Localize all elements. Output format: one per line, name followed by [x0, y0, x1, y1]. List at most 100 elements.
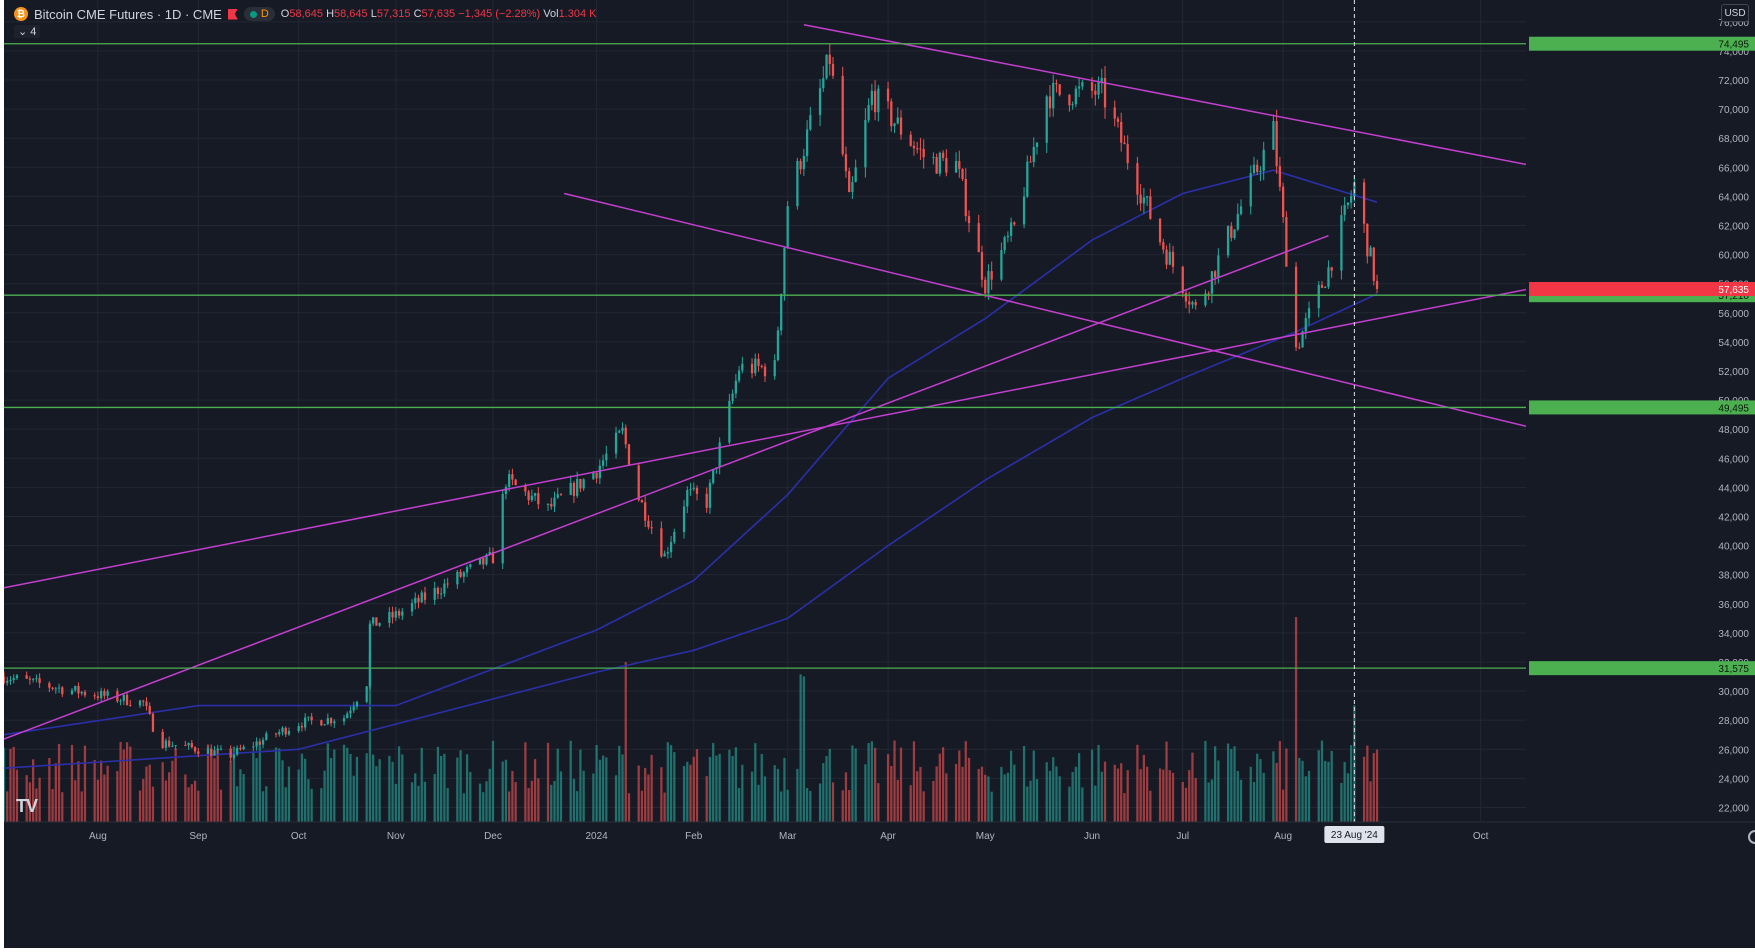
candle-body — [682, 506, 686, 532]
candle-body — [1324, 286, 1327, 288]
candle — [423, 586, 427, 605]
candle — [106, 689, 109, 700]
candle — [805, 120, 809, 162]
volume-bar — [912, 741, 916, 822]
indicators-toggle[interactable]: ⌄ 4 — [14, 25, 41, 38]
tradingview-logo[interactable]: TV — [16, 796, 38, 816]
volume-bar — [440, 755, 443, 822]
candle-body — [193, 747, 197, 752]
candle — [893, 122, 896, 134]
volume-bar — [4, 748, 6, 822]
chart-panel[interactable]: 22,00024,00026,00028,00030,00032,00034,0… — [4, 0, 1755, 948]
candle-body — [346, 713, 349, 719]
volume-bar — [423, 781, 427, 822]
candle-body — [524, 485, 527, 492]
candle — [647, 515, 650, 530]
candle — [556, 487, 559, 500]
candle — [6, 676, 9, 686]
volume-bar — [287, 766, 291, 822]
candle-body — [1158, 218, 1162, 243]
candle — [15, 673, 19, 681]
trendline[interactable] — [803, 23, 1527, 166]
volume-bar — [187, 787, 190, 822]
candle — [1278, 156, 1282, 192]
volume-bar — [1256, 753, 1259, 822]
candle — [1113, 100, 1116, 127]
candle-body — [232, 754, 236, 758]
volume-bar — [1317, 750, 1320, 822]
candle — [255, 737, 258, 751]
volume-bar — [527, 788, 530, 822]
candle-body — [916, 148, 919, 150]
volume-bar — [896, 779, 899, 822]
trendlines[interactable] — [4, 23, 1527, 740]
candle-body — [802, 155, 805, 170]
candle-body — [935, 156, 938, 174]
trendline[interactable] — [4, 288, 1527, 589]
level-price-label: 74,495 — [1718, 40, 1749, 51]
candle-body — [1142, 197, 1146, 204]
candle-body — [750, 363, 754, 374]
volume-bar — [462, 793, 465, 822]
candle — [1126, 135, 1129, 170]
candle-body — [410, 603, 414, 612]
volume-bar — [618, 745, 621, 822]
candle — [54, 686, 57, 694]
candle-body — [627, 444, 631, 466]
session-badge[interactable]: D — [243, 7, 275, 21]
candle-body — [329, 718, 333, 724]
candle — [822, 66, 825, 92]
candle — [440, 587, 443, 600]
volume-bar — [119, 741, 122, 822]
candle — [637, 462, 640, 502]
price-tick-label: 44,000 — [1718, 483, 1749, 494]
candle-body — [394, 611, 397, 618]
volume-bar — [773, 765, 776, 822]
trendline[interactable] — [564, 192, 1527, 428]
candle-body — [1226, 226, 1230, 256]
horizontal-levels[interactable] — [4, 43, 1526, 669]
volume-bar — [1346, 773, 1350, 822]
candle — [1171, 245, 1175, 274]
volume-bar — [763, 776, 767, 822]
candle — [783, 246, 786, 301]
volume-bar — [760, 753, 763, 822]
candle — [776, 326, 780, 362]
price-chart[interactable]: 22,00024,00026,00028,00030,00032,00034,0… — [4, 0, 1755, 948]
open-value: 58,645 — [289, 8, 323, 20]
volume-bar — [508, 791, 511, 822]
status-dot-icon — [249, 10, 257, 18]
candle — [1045, 94, 1048, 154]
candle-body — [650, 527, 653, 529]
candle — [304, 713, 307, 731]
candle-body — [391, 611, 394, 618]
candle — [410, 599, 414, 617]
flag-icon[interactable] — [227, 8, 238, 20]
candle-body — [342, 718, 346, 722]
candle-body — [161, 731, 164, 748]
candle-body — [310, 716, 313, 721]
currency-button[interactable]: USD — [1721, 4, 1749, 22]
candle — [138, 699, 142, 708]
candle-body — [213, 750, 216, 756]
moving-average-line — [4, 169, 1378, 736]
candle-body — [4, 676, 6, 683]
volume-bar — [705, 776, 708, 822]
candle — [1249, 165, 1252, 215]
candle — [760, 364, 763, 369]
candle-body — [206, 748, 210, 754]
settings-icon[interactable] — [1748, 830, 1755, 844]
price-axis[interactable]: 22,00024,00026,00028,00030,00032,00034,0… — [1526, 0, 1755, 948]
candle — [757, 353, 760, 372]
volume-bar — [300, 753, 304, 822]
candle — [38, 673, 41, 688]
trendline[interactable] — [4, 234, 1329, 740]
candle — [799, 158, 802, 175]
time-axis[interactable]: Aug Sep Oct Nov Dec 2024 Feb Mar Apr May Jun Jul Aug… — [4, 821, 1755, 948]
grid — [4, 0, 1526, 822]
symbol-title[interactable]: Bitcoin CME Futures · 1D · CME — [34, 6, 222, 22]
candle — [851, 176, 854, 199]
candle — [397, 608, 401, 619]
candle-body — [805, 129, 809, 156]
candle — [582, 478, 585, 491]
